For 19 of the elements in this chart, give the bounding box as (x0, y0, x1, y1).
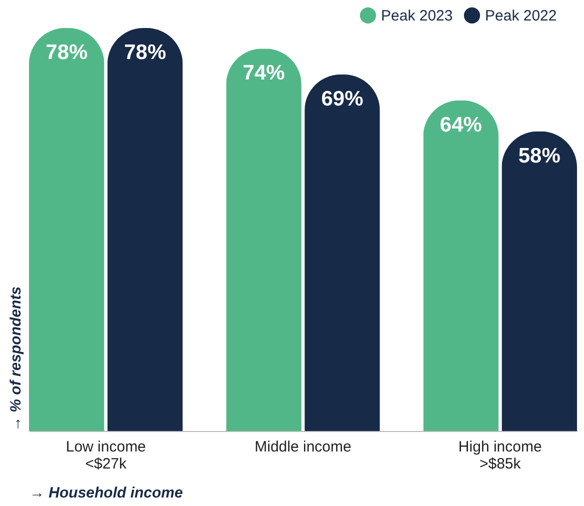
bar (226, 48, 302, 431)
data-label: 78% (124, 41, 166, 64)
bar (423, 100, 499, 431)
data-label: 64% (440, 113, 482, 136)
y-axis-title: → % of respondents (8, 286, 24, 432)
data-label: 78% (46, 41, 88, 64)
x-tick-label: Low income <$27k (66, 438, 146, 472)
bar (304, 74, 380, 431)
x-tick-label: Middle income (254, 438, 352, 456)
x-tick-label: High income >$85k (458, 438, 542, 472)
data-label: 74% (242, 62, 286, 85)
data-label: 58% (518, 144, 561, 168)
legend-label: Peak 2023 (381, 7, 453, 24)
bar (502, 131, 577, 431)
bar (107, 28, 183, 431)
legend-label: Peak 2022 (485, 7, 557, 24)
data-label: 69% (321, 88, 364, 110)
x-axis-title: → Household income (30, 484, 183, 502)
bar (29, 28, 104, 431)
